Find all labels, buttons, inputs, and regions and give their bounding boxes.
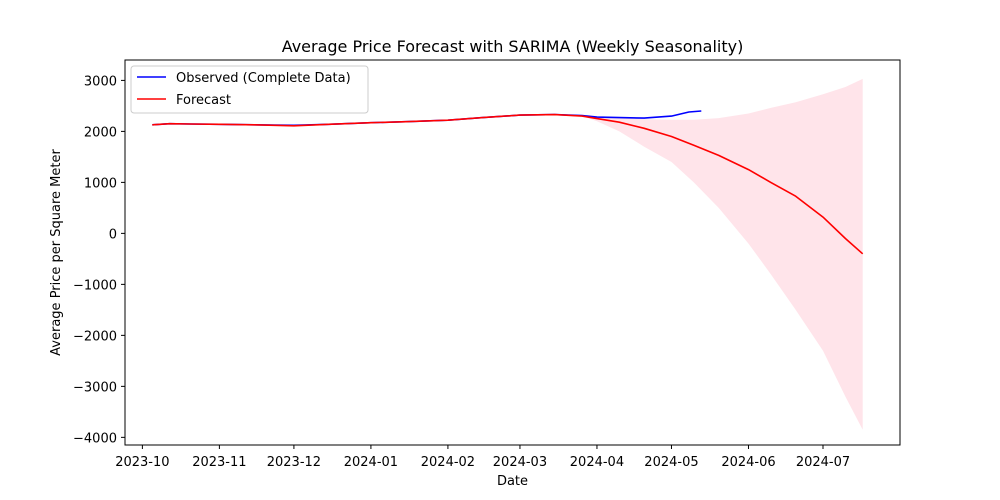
x-tick-label: 2023-10: [115, 455, 169, 470]
confidence-band-layer: [582, 78, 863, 430]
series-layer: [152, 110, 864, 255]
plot-area-frame: [124, 59, 901, 446]
legend-label: Forecast: [176, 93, 231, 108]
x-tick-label: 2023-11: [192, 455, 246, 470]
x-tick-label: 2024-07: [796, 455, 850, 470]
y-tick-label: 0: [109, 227, 117, 242]
y-tick-label: −3000: [73, 380, 117, 395]
y-tick-label: −2000: [73, 329, 117, 344]
x-tick-label: 2023-12: [267, 455, 321, 470]
x-tick-label: 2024-05: [644, 455, 698, 470]
y-tick-label: 2000: [84, 125, 117, 140]
y-axis: −4000 −3000 −2000 −1000 0 1000 2000 3000: [73, 74, 125, 446]
y-tick-label: −4000: [73, 431, 117, 446]
y-tick-label: 1000: [84, 176, 117, 191]
chart-title: Average Price Forecast with SARIMA (Week…: [282, 37, 744, 56]
legend-label: Observed (Complete Data): [176, 71, 351, 86]
y-tick-label: −1000: [73, 278, 117, 293]
y-tick-label: 3000: [84, 74, 117, 89]
x-tick-label: 2024-03: [493, 455, 547, 470]
x-axis: 2023-10 2023-11 2023-12 2024-01 2024-02 2024-…: [115, 445, 850, 470]
x-axis-label: Date: [497, 474, 528, 489]
x-tick-label: 2024-01: [344, 455, 398, 470]
x-tick-label: 2024-04: [570, 455, 624, 470]
y-axis-label: Average Price per Square Meter: [49, 149, 64, 356]
confidence-band: [582, 78, 863, 430]
legend: Observed (Complete Data) Forecast: [130, 65, 369, 114]
x-tick-label: 2024-02: [421, 455, 475, 470]
legend-box: [130, 65, 369, 114]
x-tick-label: 2024-06: [721, 455, 775, 470]
series-line-forecast: [152, 113, 864, 255]
